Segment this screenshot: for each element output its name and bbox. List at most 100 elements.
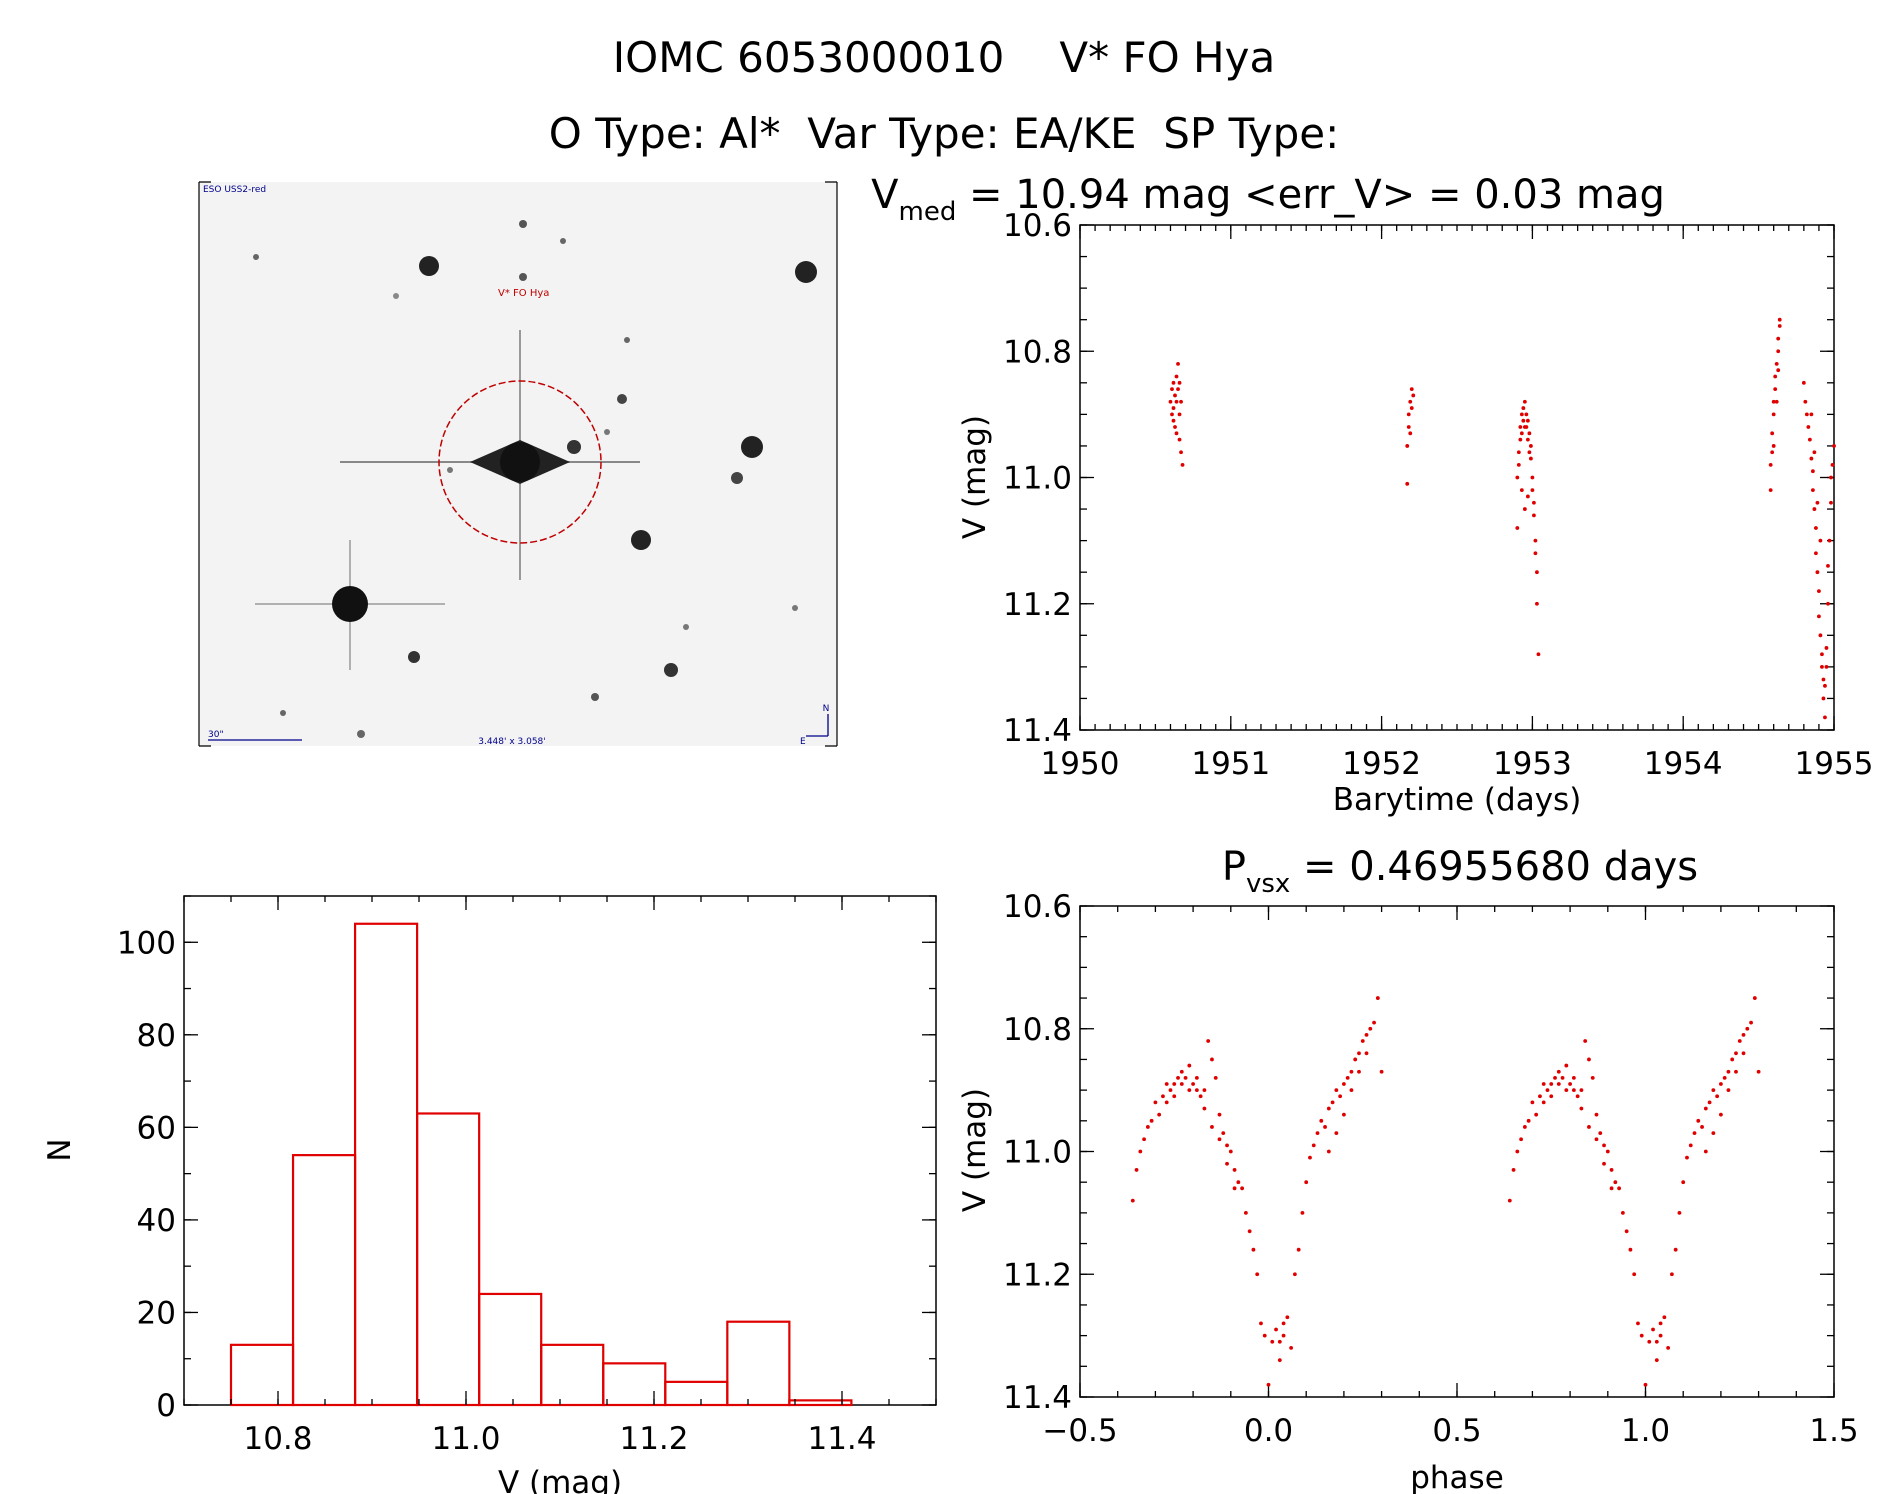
phased-point [1153,1100,1158,1105]
lightcurve-point [1521,406,1526,410]
phased-ylabel: V (mag) [957,1088,993,1212]
phased-point [1594,1112,1599,1117]
histogram-ytick-label: 0 [156,1388,176,1424]
lightcurve-point [1180,462,1185,467]
lightcurve-point [1174,374,1179,379]
lightcurve-ytick-label: 10.8 [1003,334,1072,370]
field-star [567,440,581,454]
lightcurve-title-subscript: med [899,197,957,227]
finder-image-frame [198,181,838,747]
phased-point [1296,1247,1301,1252]
phased-point [1534,1112,1539,1117]
lightcurve-point [1773,374,1778,379]
lightcurve-point [1533,538,1538,543]
phased-point [1289,1346,1294,1350]
phased-point [1308,1155,1312,1160]
histogram-panel: 10.8 11.0 11.2 11.4 0 20 40 60 80 100 V (mag) N [42,895,937,1494]
lightcurve-point [1176,361,1180,366]
phased-point [1745,1026,1750,1031]
field-star [591,693,599,701]
lightcurve-point [1814,551,1818,556]
lightcurve-point [1829,475,1833,480]
field-star [519,220,527,228]
phased-point [1726,1088,1731,1093]
lightcurve-point [1774,399,1779,404]
lightcurve-point [1770,431,1775,436]
lightcurve-point [1815,500,1820,505]
phased-point [1553,1075,1557,1080]
lightcurve-point [1821,696,1826,701]
lightcurve-point [1515,475,1520,480]
lightcurve-point [1804,412,1809,417]
phased-point [1549,1094,1554,1099]
phased-point [1206,1039,1211,1043]
histogram-xtick-label: 11.4 [807,1421,876,1457]
lightcurve-point [1522,507,1527,511]
phased-point [1210,1125,1214,1129]
field-star [624,337,630,343]
phased-point [1334,1088,1339,1093]
north-label: N [823,704,830,714]
phased-point [1598,1131,1603,1135]
phased-point [1730,1057,1735,1062]
phased-point [1749,1020,1753,1025]
lightcurve-title-symbol: V [871,172,899,218]
lightcurve-point [1812,507,1817,511]
phased-point [1274,1327,1278,1332]
survey-label: ESO USS2-red [203,185,266,195]
phased-point [1300,1210,1305,1215]
lightcurve-point [1818,633,1823,638]
lightcurve-point [1773,387,1778,392]
lightcurve-point [1832,444,1836,448]
field-star [792,605,798,611]
lightcurve-point [1177,437,1182,442]
phased-point [1666,1346,1671,1350]
phased-point [1658,1333,1663,1338]
phased-point [1711,1088,1716,1093]
phased-point [1673,1247,1678,1252]
lightcurve-point [1409,406,1414,410]
phased-point [1669,1272,1674,1277]
phased-title-text: = 0.46955680 days [1290,844,1698,890]
lightcurve-point [1411,393,1416,398]
phased-point [1194,1088,1199,1093]
lightcurve-point [1812,450,1817,455]
lightcurve-point [1771,399,1776,404]
lightcurve-panel: Vmed = 10.94 mag <err_V> = 0.03 mag 1950… [871,172,1873,818]
phased-point [1353,1057,1358,1062]
phased-point [1685,1155,1689,1160]
phased-point [1530,1100,1535,1105]
phased-point [1602,1161,1606,1166]
phased-point [1587,1125,1591,1129]
phased-point [1677,1210,1682,1215]
phased-point [1157,1112,1162,1117]
phased-point [1722,1075,1727,1080]
phased-point [1696,1118,1701,1123]
lightcurve-title-text: = 10.94 mag <err_V> = 0.03 mag [956,172,1665,218]
phased-point [1715,1094,1720,1099]
lightcurve-point [1405,481,1410,486]
lightcurve-point [1535,570,1539,575]
phased-title: Pvsx = 0.46955680 days [1222,844,1698,899]
phased-point [1741,1051,1746,1056]
lightcurve-point [1824,664,1829,669]
phased-point [1145,1125,1150,1129]
phased-point [1179,1082,1184,1086]
lightcurve-point [1519,412,1524,417]
phased-point [1688,1143,1693,1148]
phased-point [1357,1051,1361,1056]
phased-point [1360,1039,1365,1043]
lightcurve-point [1826,563,1830,568]
field-star [664,663,678,677]
phased-point [1225,1161,1229,1166]
lightcurve-point [1519,488,1524,493]
phased-point [1519,1137,1523,1142]
lightcurve-point [1168,399,1173,404]
lightcurve-point [1771,444,1776,448]
phased-point [1647,1339,1652,1344]
phased-point [1149,1118,1154,1123]
phased-point [1311,1143,1316,1148]
lightcurve-point [1405,444,1410,448]
histogram-xtick-label: 11.2 [619,1421,688,1457]
lightcurve-point [1774,361,1779,366]
